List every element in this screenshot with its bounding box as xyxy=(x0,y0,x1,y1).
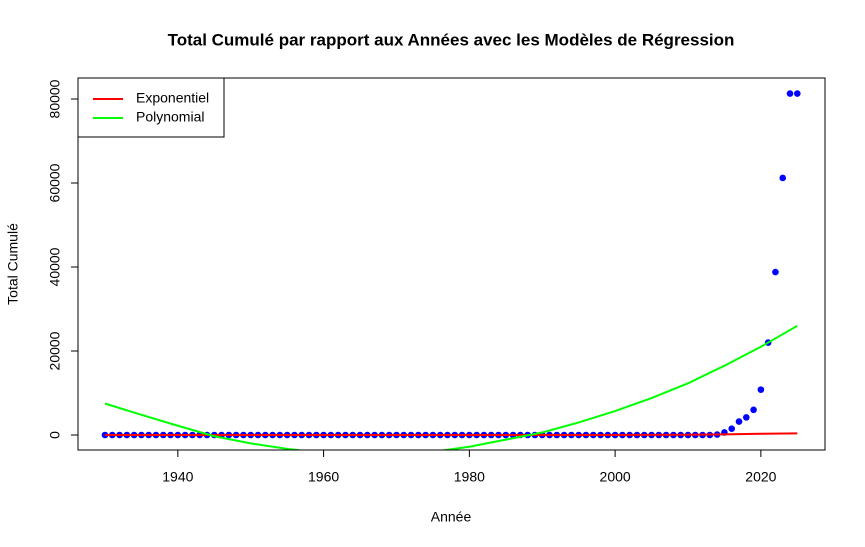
regression-line xyxy=(104,432,798,437)
chart-title: Total Cumulé par rapport aux Années avec… xyxy=(168,30,735,49)
legend-label: Exponentiel xyxy=(136,90,209,106)
legend: Exponentiel Polynomial xyxy=(77,77,225,138)
legend-box xyxy=(77,77,225,138)
x-tick-label: 1980 xyxy=(454,469,485,485)
point xyxy=(728,425,736,433)
axes: 1940 1960 1980 2000 2020 0 20000 40000 60000 8000… xyxy=(47,79,777,484)
x-tick-label: 1940 xyxy=(162,469,193,485)
point xyxy=(742,414,750,421)
point xyxy=(735,418,743,425)
point xyxy=(794,90,801,97)
x-tick-label: 2020 xyxy=(745,469,776,485)
plot-area xyxy=(101,90,801,450)
y-axis-label: Total Cumulé xyxy=(5,223,21,305)
x-tick-label: 1960 xyxy=(308,469,339,485)
x-tick-label: 2000 xyxy=(600,469,631,485)
point xyxy=(779,174,787,182)
legend-label: Polynomial xyxy=(136,109,204,125)
y-tick-label: 20000 xyxy=(47,331,63,370)
y-tick-label: 40000 xyxy=(47,247,63,286)
point xyxy=(786,90,794,97)
y-tick-label: 60000 xyxy=(47,163,63,202)
regression-line xyxy=(104,324,798,450)
x-axis-label: Année xyxy=(431,509,472,525)
y-tick-label: 0 xyxy=(47,431,63,439)
point xyxy=(772,268,779,276)
point xyxy=(757,386,765,393)
y-tick-label: 80000 xyxy=(47,79,63,118)
point xyxy=(750,406,757,414)
